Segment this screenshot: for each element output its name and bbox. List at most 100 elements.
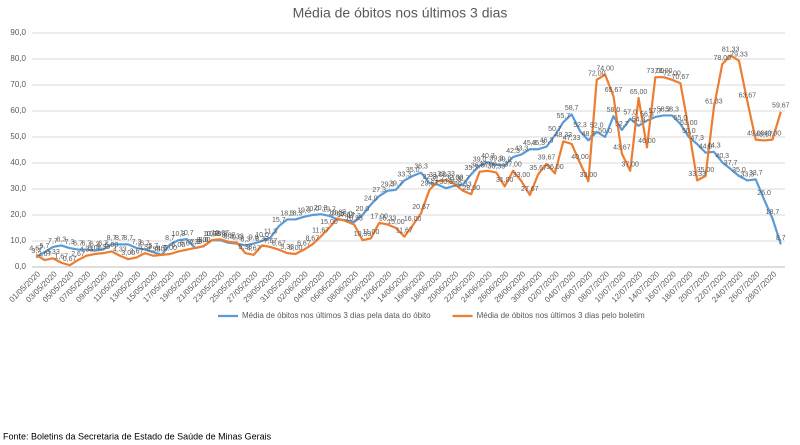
data-label: 6,67 <box>180 241 194 248</box>
data-label: 36,00 <box>546 164 564 171</box>
data-label: 73,00 <box>647 68 665 75</box>
data-label: 47,3 <box>690 135 704 142</box>
data-label: 11,67 <box>396 228 413 235</box>
data-label: 9,0 <box>232 234 242 241</box>
data-label: 58,0 <box>607 107 621 114</box>
data-label: 72,00 <box>588 71 606 78</box>
data-label: 2,67 <box>38 251 52 258</box>
data-label: 7,67 <box>264 238 278 245</box>
series-line <box>35 113 782 259</box>
data-label: 6,3 <box>90 241 100 248</box>
data-label: 6,7 <box>140 240 150 247</box>
data-label: 36,33 <box>488 163 506 170</box>
data-label: 73,00 <box>655 68 673 75</box>
y-tick-label: 0,0 <box>15 262 27 271</box>
data-label: 57,7 <box>649 108 663 115</box>
data-label: 65,00 <box>630 89 648 96</box>
data-label: 39,3 <box>490 156 504 163</box>
data-label: 15,00 <box>387 219 405 226</box>
data-label: 29,7 <box>389 181 403 188</box>
data-label: 57,0 <box>623 110 637 117</box>
data-label: 17,67 <box>337 212 355 219</box>
data-label: 43,3 <box>515 145 529 152</box>
y-tick-label: 50,0 <box>10 132 26 141</box>
data-label: 58,3 <box>657 106 671 113</box>
data-label: 6,67 <box>297 241 311 248</box>
data-label: 10,3 <box>213 231 227 238</box>
data-label: 20,0 <box>356 206 370 213</box>
data-label: 40,3 <box>715 153 729 160</box>
data-label: 16,00 <box>404 216 422 223</box>
data-label: 6,7 <box>82 240 92 247</box>
data-label: 78,00 <box>713 55 731 62</box>
data-label: 50,0 <box>598 128 612 135</box>
data-label: 44,0 <box>699 143 713 150</box>
data-label: 3,00 <box>121 250 135 257</box>
data-label: 6,00 <box>172 242 186 249</box>
data-label: 5,7 <box>148 243 158 250</box>
data-label: 20,0 <box>305 206 319 213</box>
y-tick-label: 60,0 <box>10 106 26 115</box>
data-label: 58,7 <box>565 105 579 112</box>
data-label: 31,7 <box>456 175 470 182</box>
data-label: 15,00 <box>320 219 338 226</box>
data-label: 4,67 <box>29 246 43 253</box>
data-label: 10,67 <box>211 230 229 237</box>
data-label: 4,67 <box>155 246 169 253</box>
data-label: 52,0 <box>590 123 604 130</box>
y-tick-label: 20,0 <box>10 210 26 219</box>
data-label: 59,67 <box>772 103 790 110</box>
data-label: 20,67 <box>412 204 430 211</box>
data-label: 7,3 <box>65 239 75 246</box>
data-label: 48,67 <box>755 131 773 138</box>
data-label: 6,7 <box>73 240 83 247</box>
data-label: 19,3 <box>297 208 311 215</box>
data-label: 33,33 <box>437 171 455 178</box>
data-label: 8,7 <box>776 235 786 242</box>
data-label: 5,00 <box>163 245 177 252</box>
data-label: 24,0 <box>364 195 378 202</box>
data-label: 45,3 <box>523 140 537 147</box>
data-label: 18,3 <box>280 210 294 217</box>
data-label: 43,67 <box>613 144 631 151</box>
data-label: 45,3 <box>531 140 545 147</box>
data-label: 8,33 <box>255 236 269 243</box>
data-label: 40,00 <box>571 154 589 161</box>
data-label: 33,3 <box>398 171 412 178</box>
data-label: 55,7 <box>556 113 570 120</box>
data-label: 5,7 <box>40 243 50 250</box>
data-label: 33,00 <box>580 172 598 179</box>
data-label: 2,67 <box>71 251 85 258</box>
data-label: 20,3 <box>314 205 328 212</box>
data-label: 9,33 <box>230 234 244 241</box>
y-tick-label: 40,0 <box>10 158 26 167</box>
source: Fonte: Boletins da Secretaria de Estado … <box>3 431 272 441</box>
y-tick-label: 70,0 <box>10 80 26 89</box>
data-label: 6,7 <box>98 240 108 247</box>
data-label: 33,00 <box>429 172 447 179</box>
data-label: 29,33 <box>454 182 472 189</box>
data-label: 36,3 <box>414 163 428 170</box>
data-label: 10,33 <box>203 231 221 238</box>
data-label: 10,33 <box>354 231 372 238</box>
data-label: 49,00 <box>747 130 765 137</box>
data-label: 8,3 <box>56 236 66 243</box>
data-label: 46,3 <box>540 137 554 144</box>
data-label: 33,3 <box>741 171 755 178</box>
data-label: 65,67 <box>605 87 623 94</box>
data-label: 5,33 <box>96 244 110 251</box>
data-label: 39,0 <box>473 156 487 163</box>
data-label: 7,3 <box>132 239 142 246</box>
data-label: 63,67 <box>739 92 757 99</box>
data-label: 10,0 <box>255 232 269 239</box>
data-label: 10,3 <box>205 231 219 238</box>
series-line <box>35 54 782 267</box>
legend-label: Média de óbitos nos últimos 3 dias pela … <box>242 311 431 320</box>
data-label: 7,3 <box>190 239 200 246</box>
data-label: 9,3 <box>224 234 234 241</box>
data-label: 37,7 <box>724 160 738 167</box>
data-label: 18,67 <box>329 209 347 216</box>
data-label: 19,7 <box>322 207 336 214</box>
data-label: 8,7 <box>115 235 125 242</box>
